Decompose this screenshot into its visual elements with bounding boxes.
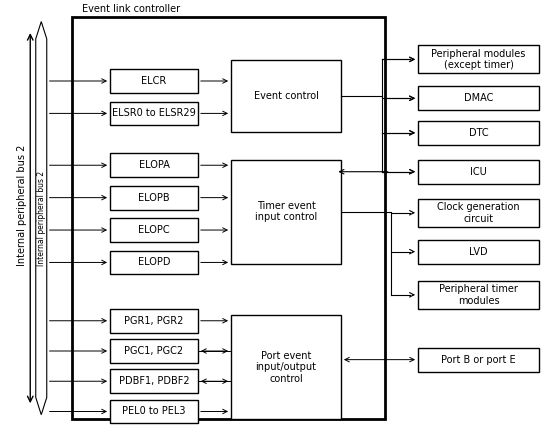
FancyBboxPatch shape bbox=[110, 339, 198, 363]
Text: Clock generation
circuit: Clock generation circuit bbox=[437, 202, 520, 224]
FancyBboxPatch shape bbox=[110, 102, 198, 125]
Text: ELSR0 to ELSR29: ELSR0 to ELSR29 bbox=[112, 108, 196, 118]
Text: ELOPB: ELOPB bbox=[138, 193, 170, 203]
Text: ICU: ICU bbox=[470, 167, 487, 177]
Text: LVD: LVD bbox=[469, 247, 488, 257]
Text: PGR1, PGR2: PGR1, PGR2 bbox=[124, 316, 184, 326]
Text: Port B or port E: Port B or port E bbox=[441, 355, 516, 365]
FancyBboxPatch shape bbox=[110, 369, 198, 393]
Text: Port event
input/output
control: Port event input/output control bbox=[256, 351, 316, 384]
FancyBboxPatch shape bbox=[418, 348, 539, 372]
Text: Internal peripheral bus 2: Internal peripheral bus 2 bbox=[17, 145, 27, 266]
FancyBboxPatch shape bbox=[418, 199, 539, 227]
FancyBboxPatch shape bbox=[110, 400, 198, 423]
FancyBboxPatch shape bbox=[231, 315, 341, 419]
Text: ELOPD: ELOPD bbox=[138, 257, 170, 267]
Text: Internal peripheral bus 2: Internal peripheral bus 2 bbox=[37, 171, 46, 266]
FancyBboxPatch shape bbox=[231, 60, 341, 132]
FancyBboxPatch shape bbox=[110, 309, 198, 333]
Text: PDBF1, PDBF2: PDBF1, PDBF2 bbox=[119, 376, 189, 386]
FancyBboxPatch shape bbox=[418, 86, 539, 110]
FancyBboxPatch shape bbox=[418, 45, 539, 73]
Text: Event control: Event control bbox=[254, 91, 318, 101]
Text: DTC: DTC bbox=[469, 128, 488, 138]
Text: Event link controller: Event link controller bbox=[82, 4, 180, 14]
FancyBboxPatch shape bbox=[110, 251, 198, 274]
FancyBboxPatch shape bbox=[418, 160, 539, 184]
FancyBboxPatch shape bbox=[418, 121, 539, 145]
Text: ELOPA: ELOPA bbox=[139, 160, 169, 170]
Text: PEL0 to PEL3: PEL0 to PEL3 bbox=[122, 407, 186, 416]
Text: ELCR: ELCR bbox=[141, 76, 167, 86]
Text: Peripheral modules
(except timer): Peripheral modules (except timer) bbox=[431, 49, 526, 70]
FancyBboxPatch shape bbox=[231, 160, 341, 264]
FancyBboxPatch shape bbox=[110, 69, 198, 93]
Polygon shape bbox=[36, 22, 47, 415]
FancyBboxPatch shape bbox=[72, 17, 385, 419]
Text: PGC1, PGC2: PGC1, PGC2 bbox=[124, 346, 184, 356]
Text: DMAC: DMAC bbox=[464, 93, 493, 103]
Text: ELOPC: ELOPC bbox=[138, 225, 170, 235]
FancyBboxPatch shape bbox=[418, 240, 539, 264]
Text: Peripheral timer
modules: Peripheral timer modules bbox=[439, 284, 518, 306]
Text: Timer event
input control: Timer event input control bbox=[255, 201, 317, 222]
FancyBboxPatch shape bbox=[110, 186, 198, 210]
FancyBboxPatch shape bbox=[418, 281, 539, 309]
FancyBboxPatch shape bbox=[110, 218, 198, 242]
FancyBboxPatch shape bbox=[110, 153, 198, 177]
